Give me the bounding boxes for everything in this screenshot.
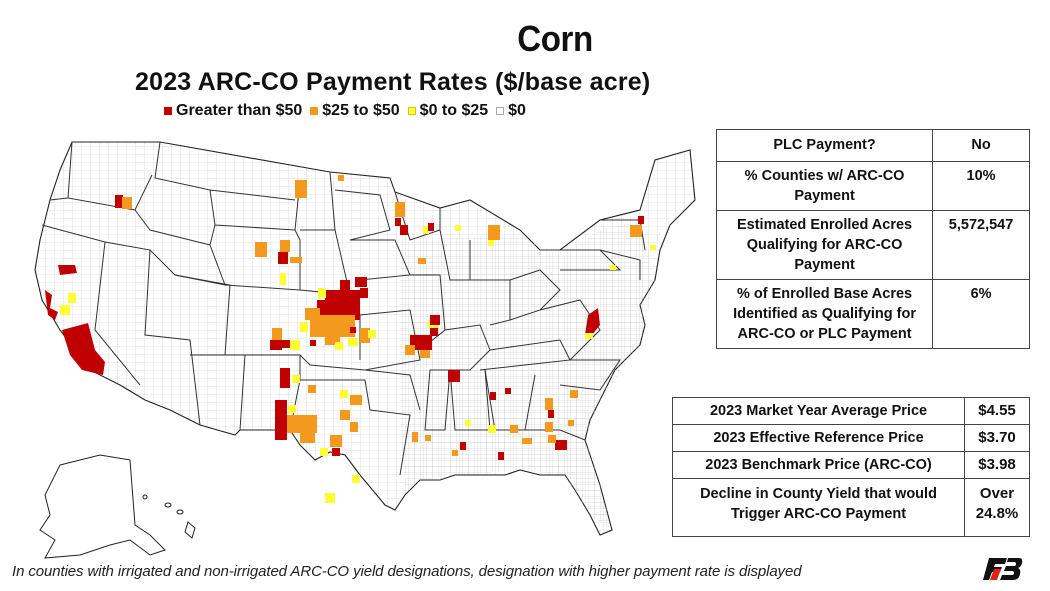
table-row: Decline in County Yield that would Trigg… <box>671 478 1030 537</box>
legend-item-gt50: Greater than $50 <box>164 102 302 120</box>
table-row: 2023 Effective Reference Price $3.70 <box>671 424 1030 452</box>
row-label: % of Enrolled Base Acres Identified as Q… <box>715 279 934 349</box>
map-legend: Greater than $50 $25 to $50 $0 to $25 $0 <box>164 102 526 120</box>
row-label: Decline in County Yield that would Trigg… <box>671 478 966 537</box>
table-row: 2023 Market Year Average Price $4.55 <box>671 397 1030 425</box>
legend-swatch-white <box>496 107 505 115</box>
eastern-counties <box>400 220 655 530</box>
row-value: Over 24.8% <box>964 478 1030 537</box>
row-label: 2023 Market Year Average Price <box>671 397 966 425</box>
legend-label: $25 to $50 <box>322 102 400 119</box>
alaska <box>39 454 166 559</box>
legend-item-zero: $0 <box>496 102 526 120</box>
county-clusters <box>45 175 656 503</box>
row-value: $4.55 <box>964 397 1030 425</box>
hawaii <box>142 494 196 539</box>
row-label: Estimated Enrolled Acres Qualifying for … <box>715 210 934 280</box>
farm-bureau-logo-icon <box>983 556 1023 582</box>
row-value: No <box>932 129 1030 162</box>
row-label: 2023 Effective Reference Price <box>671 424 966 452</box>
legend-label: $0 to $25 <box>419 102 489 119</box>
table-row: PLC Payment? No <box>715 129 1030 162</box>
legend-item-25-50: $25 to $50 <box>310 102 400 120</box>
legend-label: $0 <box>508 102 526 119</box>
us-county-map <box>0 130 700 560</box>
table-row: % of Enrolled Base Acres Identified as Q… <box>715 279 1030 349</box>
legend-swatch-yellow <box>407 107 416 115</box>
page-title: Corn <box>0 18 1050 60</box>
legend-swatch-orange <box>310 107 319 115</box>
map-svg <box>34 141 696 559</box>
title-text: Corn <box>517 18 593 59</box>
legend-label: Greater than $50 <box>176 102 303 119</box>
footnote: In counties with irrigated and non-irrig… <box>12 563 802 580</box>
table-row: Estimated Enrolled Acres Qualifying for … <box>715 210 1030 280</box>
legend-swatch-red <box>164 107 172 115</box>
row-value: 10% <box>932 161 1030 211</box>
summary-table: PLC Payment? No % Counties w/ ARC-CO Pay… <box>715 129 1030 349</box>
row-label: PLC Payment? <box>715 129 934 162</box>
row-label: % Counties w/ ARC-CO Payment <box>715 161 934 211</box>
legend-item-0-25: $0 to $25 <box>407 102 489 120</box>
row-value: 6% <box>932 279 1030 349</box>
row-value: $3.98 <box>964 451 1030 479</box>
table-row: 2023 Benchmark Price (ARC-CO) $3.98 <box>671 451 1030 479</box>
table-row: % Counties w/ ARC-CO Payment 10% <box>715 161 1030 211</box>
price-table: 2023 Market Year Average Price $4.55 202… <box>671 397 1030 537</box>
map-subtitle: 2023 ARC-CO Payment Rates ($/base acre) <box>135 68 651 96</box>
row-value: $3.70 <box>964 424 1030 452</box>
row-label: 2023 Benchmark Price (ARC-CO) <box>671 451 966 479</box>
row-value: 5,572,547 <box>932 210 1030 280</box>
